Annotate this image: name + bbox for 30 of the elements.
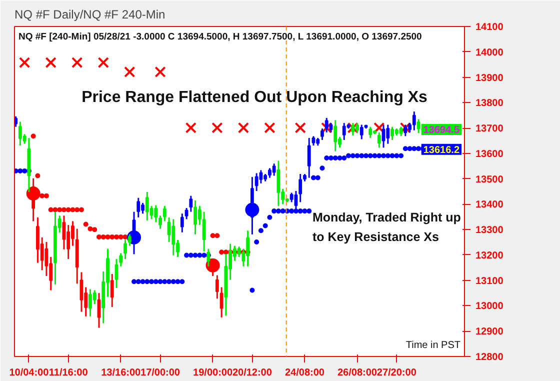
y-tick-label: 13700 (476, 124, 504, 135)
x-tick-label: 10/04:00 (9, 368, 50, 378)
x-tick-label: 26/08:00 (338, 368, 378, 378)
y-tick-label: 13300 (476, 225, 504, 236)
annotation: Monday, Traded Right up to Key Resistance Xs (312, 210, 462, 244)
y-tick-label: 13000 (476, 301, 504, 312)
y-tick-label: 13900 (476, 72, 504, 84)
y-tick-label: 13200 (476, 250, 504, 262)
y-tick-label: 12900 (476, 326, 504, 338)
x-tick-label: 24/08:00 (284, 368, 325, 378)
text: NQ #F [240-Min] 05/28/21 -3.0000 C 13694.5000, H 13697.7500, L 13691.0000, O 13697.2500 (18, 31, 422, 42)
y-tick-label: 12800 (476, 352, 504, 363)
x-tick-label: 11/16:00 (48, 368, 88, 378)
x-tick-label: 17/00:00 (140, 368, 180, 378)
y-tick-label: 13500 (476, 174, 504, 186)
annotation: 13616.2 (423, 144, 460, 156)
y-tick-label: 13100 (476, 276, 504, 287)
x-tick-label: 27/20:00 (376, 368, 417, 378)
y-tick-label: 14100 (476, 22, 504, 33)
y-tick-label: 13400 (476, 200, 504, 211)
x-tick-label: 13/16:00 (101, 368, 142, 378)
y-tick-label: 13600 (476, 148, 504, 160)
annotation: 13694.5 (423, 124, 460, 136)
y-tick-label: 13800 (476, 98, 504, 110)
x-tick-label: 20/12:00 (232, 368, 272, 378)
x-tick-label: 19/00:00 (193, 368, 233, 378)
chart-title: NQ #F Daily/NQ #F 240-Min (14, 8, 166, 22)
y-tick-label: 14000 (476, 47, 504, 58)
annotation: Price Range Flattened Out Upon Reaching Xs (82, 88, 428, 106)
annotation: Time in PST (406, 340, 460, 351)
